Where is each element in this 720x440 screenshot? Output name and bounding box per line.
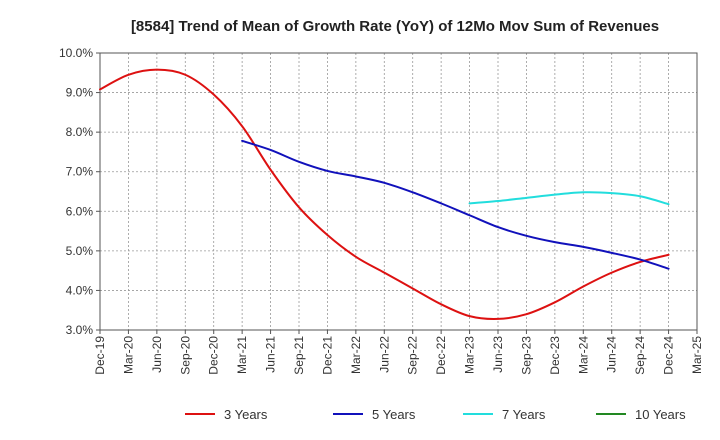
x-tick-label: Jun-21 bbox=[264, 336, 278, 373]
x-tick-label: Sep-24 bbox=[633, 336, 647, 375]
y-tick-label: 6.0% bbox=[66, 204, 94, 218]
legend-label-3-years: 3 Years bbox=[224, 407, 268, 422]
series-line-7-years bbox=[468, 191, 670, 206]
x-tick-label: Sep-21 bbox=[292, 336, 306, 375]
y-axis-ticks: 3.0% 4.0% 5.0% 6.0% 7.0% 8.0% 9.0% 10.0% bbox=[59, 46, 100, 337]
legend-label-5-years: 5 Years bbox=[372, 407, 416, 422]
y-tick-label: 4.0% bbox=[66, 283, 94, 297]
x-tick-label: Mar-22 bbox=[349, 336, 363, 374]
x-axis-ticks: Dec-19 Mar-20 Jun-20 Sep-20 Dec-20 Mar-21 Jun-… bbox=[93, 330, 704, 375]
plot-border bbox=[99, 52, 698, 331]
x-tick-label: Dec-21 bbox=[320, 336, 334, 375]
x-tick-label: Dec-23 bbox=[548, 336, 562, 375]
y-tick-label: 8.0% bbox=[66, 125, 94, 139]
legend: 3 Years 5 Years 7 Years 10 Years bbox=[185, 407, 686, 422]
y-tick-label: 9.0% bbox=[66, 86, 94, 100]
y-tick-label: 7.0% bbox=[66, 165, 94, 179]
plot-area bbox=[100, 53, 697, 330]
x-tick-label: Mar-25 bbox=[690, 336, 704, 374]
x-tick-label: Mar-21 bbox=[235, 336, 249, 374]
x-tick-label: Jun-22 bbox=[377, 336, 391, 373]
chart-title: [8584] Trend of Mean of Growth Rate (YoY… bbox=[131, 18, 659, 35]
x-tick-label: Dec-20 bbox=[207, 336, 221, 375]
x-tick-label: Mar-24 bbox=[576, 336, 590, 374]
x-tick-label: Sep-20 bbox=[178, 336, 192, 375]
y-tick-label: 3.0% bbox=[66, 323, 94, 337]
series-line-5-years bbox=[241, 139, 670, 270]
y-tick-label: 10.0% bbox=[59, 46, 93, 60]
x-tick-label: Dec-24 bbox=[662, 336, 676, 375]
x-tick-label: Jun-24 bbox=[605, 336, 619, 373]
x-tick-label: Mar-20 bbox=[121, 336, 135, 374]
x-tick-label: Dec-22 bbox=[434, 336, 448, 375]
x-tick-label: Sep-23 bbox=[519, 336, 533, 375]
x-tick-label: Sep-22 bbox=[406, 336, 420, 375]
x-tick-label: Dec-19 bbox=[93, 336, 107, 375]
y-tick-label: 5.0% bbox=[66, 244, 94, 258]
x-tick-label: Jun-20 bbox=[150, 336, 164, 373]
series-lines bbox=[99, 68, 670, 320]
series-line-3-years bbox=[99, 68, 670, 320]
horizontal-gridlines bbox=[100, 92, 697, 291]
x-tick-label: Mar-23 bbox=[463, 336, 477, 374]
x-tick-label: Jun-23 bbox=[491, 336, 505, 373]
legend-label-10-years: 10 Years bbox=[635, 407, 686, 422]
legend-label-7-years: 7 Years bbox=[502, 407, 546, 422]
